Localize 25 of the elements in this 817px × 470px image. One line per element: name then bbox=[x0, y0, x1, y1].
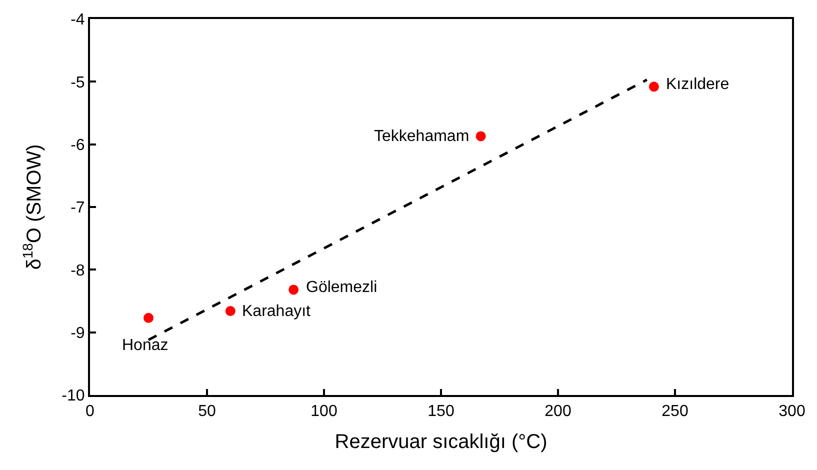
y-tick-label: -6 bbox=[70, 136, 85, 154]
y-tick-label: -8 bbox=[70, 262, 85, 280]
annotation: Karahayıt bbox=[242, 303, 312, 320]
x-tick-label: 300 bbox=[778, 403, 806, 420]
point bbox=[144, 312, 154, 323]
x-tick-label: 100 bbox=[310, 403, 338, 420]
x-tick-label: 250 bbox=[662, 403, 688, 420]
y-tick-label: -9 bbox=[70, 324, 85, 342]
x-tick-label: 50 bbox=[198, 403, 216, 420]
x-tick-label: 150 bbox=[428, 403, 454, 420]
point bbox=[225, 306, 236, 316]
annotation: Gölemezli bbox=[306, 279, 378, 296]
annotation: Kızıldere bbox=[666, 76, 730, 93]
y-tick-label: -5 bbox=[70, 74, 85, 92]
x-tick-label: 200 bbox=[544, 403, 572, 420]
y-tick-label: -10 bbox=[62, 388, 85, 405]
point bbox=[648, 82, 659, 92]
point bbox=[288, 284, 299, 295]
annotation: Honaz bbox=[122, 337, 168, 354]
y-tick-label: -7 bbox=[70, 200, 85, 217]
y-tick-label: -4 bbox=[70, 12, 85, 29]
x-tick-label: 0 bbox=[86, 403, 95, 420]
annotation: Tekkehamam bbox=[374, 128, 470, 145]
point bbox=[476, 131, 486, 142]
x-axis-title: Rezervuar sıcaklığı (°C) bbox=[334, 431, 548, 454]
